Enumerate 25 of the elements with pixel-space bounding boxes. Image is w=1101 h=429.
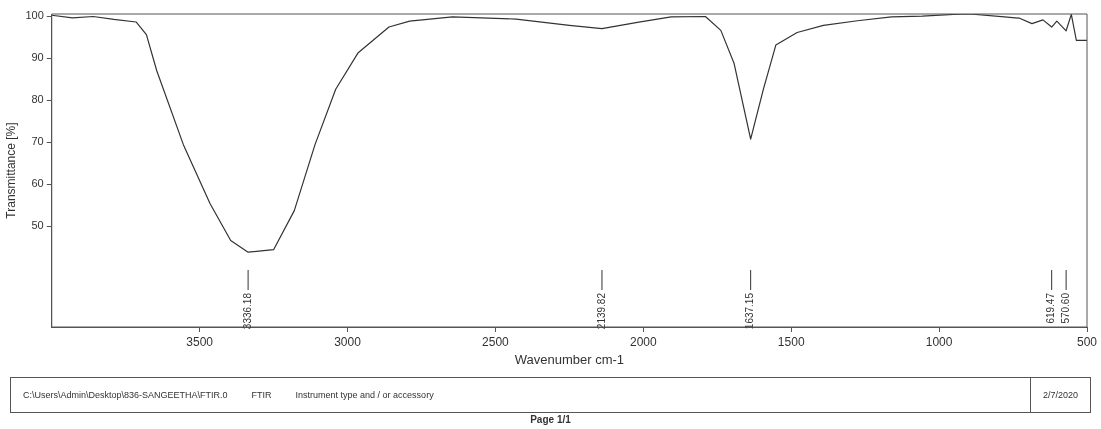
annotation: 570.60 [1059,292,1071,324]
x-tick-label: 1000 [925,334,953,349]
x-tick-label: 2000 [629,334,657,349]
text: FTIR [250,390,273,400]
y-tick-label: 80 [31,93,44,106]
annotation: 2139.82 [595,292,607,330]
y-tick-label: 90 [31,51,44,64]
annotation: 1637.15 [744,292,756,330]
x-tick-label: 500 [1076,334,1098,349]
x-tick-label: 3000 [334,334,362,349]
x-tick-label: 3500 [186,334,214,349]
annotation: 3336.18 [241,292,253,330]
text: Page 1/1 [529,414,572,425]
x-axis-title: Wavenumber cm-1 [514,351,625,367]
x-tick-label: 1500 [777,334,805,349]
y-axis-title: Transmittance [%] [3,122,18,219]
x-tick-label: 2500 [482,334,510,349]
text: 2/7/2020 [1029,378,1090,412]
y-tick-label: 100 [25,9,44,22]
text: C:\Users\Admin\Desktop\836-SANGEETHA\FTIR.0 [22,390,229,400]
y-tick-label: 60 [31,177,44,190]
y-tick-label: 50 [31,219,44,232]
annotation: 619.47 [1045,292,1057,324]
y-tick-label: 70 [31,135,44,148]
text: Instrument type and / or accessory [294,390,435,400]
